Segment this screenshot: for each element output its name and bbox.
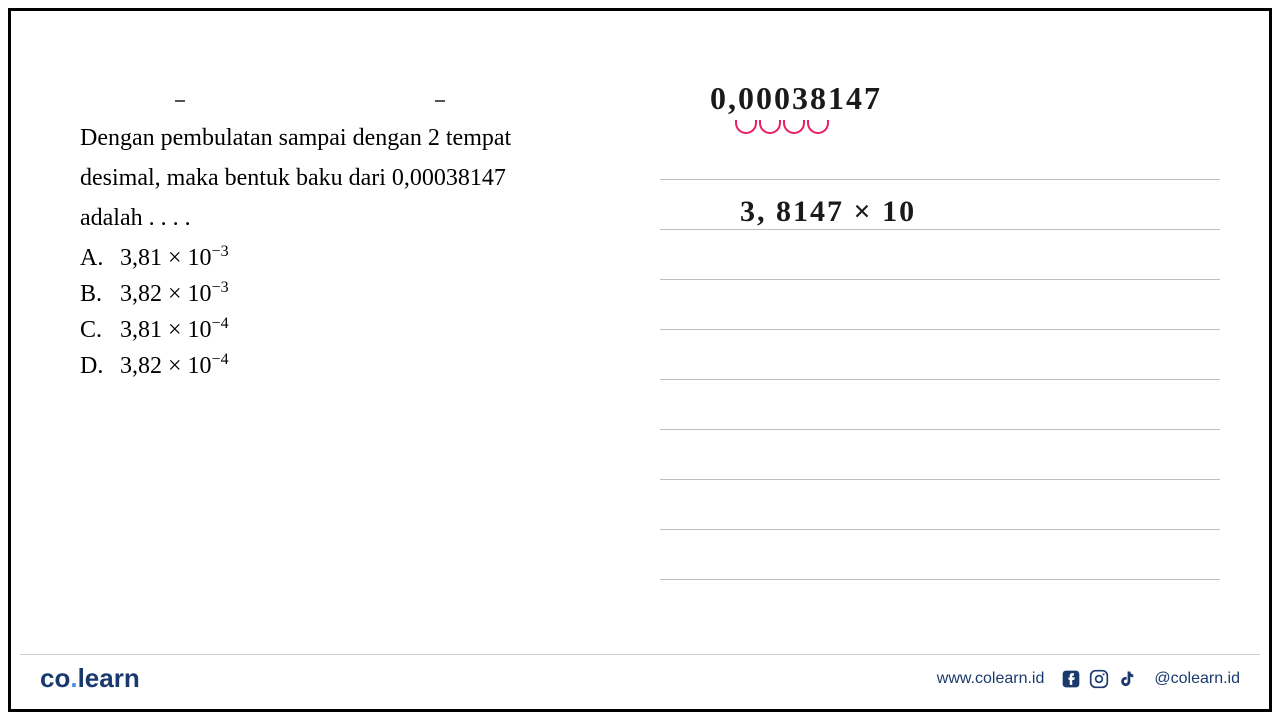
- options-list: A. 3,81 × 10−3 B. 3,82 × 10−3 C. 3,81 × …: [80, 240, 610, 384]
- handwriting-line-1: 0,00038147: [710, 80, 882, 117]
- pink-arc-icon: [807, 120, 829, 134]
- option-c: C. 3,81 × 10−4: [80, 312, 610, 348]
- notebook-line: [660, 530, 1220, 580]
- logo-learn: learn: [78, 663, 140, 693]
- facebook-icon[interactable]: [1060, 668, 1082, 690]
- option-letter: A.: [80, 240, 120, 276]
- tiktok-icon[interactable]: [1116, 668, 1138, 690]
- footer-right: www.colearn.id @colearn.id: [937, 668, 1240, 690]
- option-value: 3,82 × 10−3: [120, 276, 229, 312]
- notebook-line: [660, 230, 1220, 280]
- option-d: D. 3,82 × 10−4: [80, 348, 610, 384]
- footer: co.learn www.colearn.id @colearn.id: [20, 654, 1260, 702]
- question-line-2: desimal, maka bentuk baku dari 0,0003814…: [80, 160, 610, 196]
- dash-mark: [175, 100, 185, 102]
- pink-counting-marks: [735, 120, 845, 140]
- question-line-1: Dengan pembulatan sampai dengan 2 tempat: [80, 120, 610, 156]
- notebook-line: [660, 280, 1220, 330]
- question-line-3: adalah . . . .: [80, 200, 610, 236]
- workspace-panel: 0,00038147 3, 8147 × 10: [640, 20, 1260, 660]
- notebook-line: [660, 330, 1220, 380]
- instagram-icon[interactable]: [1088, 668, 1110, 690]
- pink-arc-icon: [759, 120, 781, 134]
- pink-arc-icon: [783, 120, 805, 134]
- content-area: Dengan pembulatan sampai dengan 2 tempat…: [20, 20, 1260, 660]
- notebook-line: [660, 430, 1220, 480]
- social-icons: [1060, 668, 1138, 690]
- logo-co: co: [40, 663, 70, 693]
- social-handle: @colearn.id: [1154, 670, 1240, 688]
- option-b: B. 3,82 × 10−3: [80, 276, 610, 312]
- option-value: 3,81 × 10−3: [120, 240, 229, 276]
- option-a: A. 3,81 × 10−3: [80, 240, 610, 276]
- brand-logo: co.learn: [40, 663, 140, 694]
- notebook-line: [660, 480, 1220, 530]
- pink-arc-icon: [735, 120, 757, 134]
- question-panel: Dengan pembulatan sampai dengan 2 tempat…: [20, 20, 640, 660]
- option-letter: B.: [80, 276, 120, 312]
- option-letter: D.: [80, 348, 120, 384]
- logo-dot: .: [70, 663, 77, 693]
- handwriting-line-2: 3, 8147 × 10: [740, 195, 916, 229]
- website-link[interactable]: www.colearn.id: [937, 670, 1045, 688]
- notebook-line: [660, 380, 1220, 430]
- option-value: 3,81 × 10−4: [120, 312, 229, 348]
- option-letter: C.: [80, 312, 120, 348]
- option-value: 3,82 × 10−4: [120, 348, 229, 384]
- dash-mark: [435, 100, 445, 102]
